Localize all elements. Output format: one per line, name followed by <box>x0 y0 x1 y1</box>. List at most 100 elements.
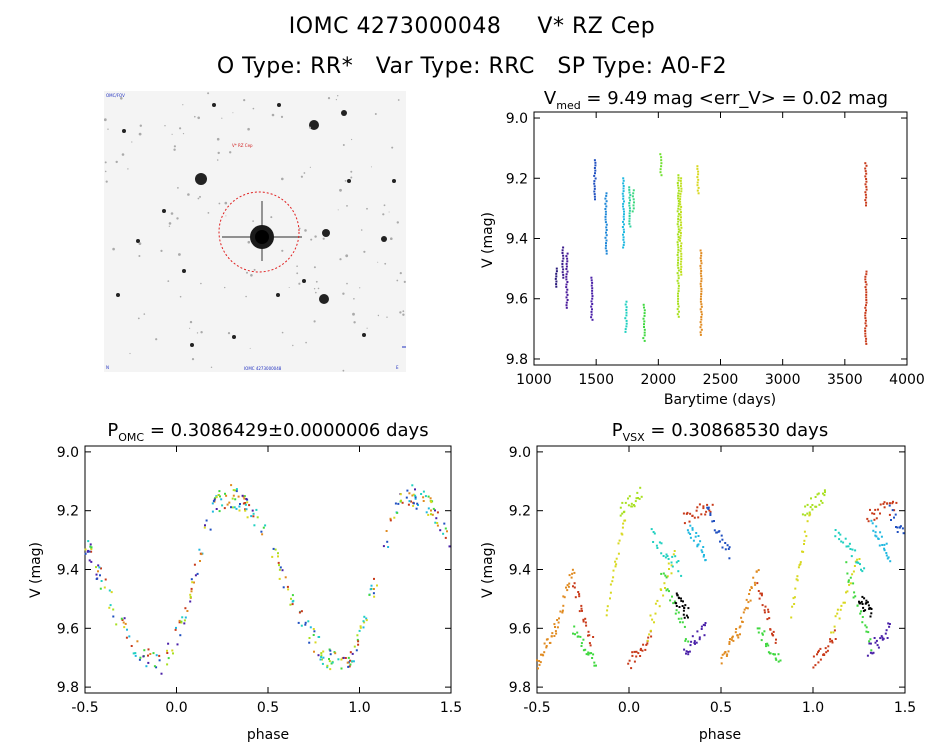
lightcurve-point <box>676 223 679 226</box>
lightcurve-point <box>605 239 608 242</box>
phase-vsx-point <box>852 570 855 573</box>
phase-vsx-point <box>646 639 649 642</box>
phase-vsx-point <box>871 522 874 525</box>
phase-omc-point <box>365 617 368 620</box>
lightcurve-point <box>677 238 680 241</box>
sky-faint-star <box>253 268 256 271</box>
lightcurve-point <box>622 202 625 205</box>
phase-vsx-point <box>667 558 670 560</box>
phase-vsx-point <box>882 502 885 505</box>
phase-vsx-point <box>689 524 692 527</box>
phase-vsx-point <box>637 497 639 499</box>
phase-vsx-point <box>720 656 723 659</box>
sky-faint-star <box>170 212 174 215</box>
phase-vsx-point <box>577 591 580 593</box>
phase-omc-point <box>277 561 280 564</box>
phase-omc-point <box>205 519 208 522</box>
phase-vsx-point <box>777 653 780 656</box>
sky-faint-star <box>176 217 179 220</box>
phase-vsx-point <box>537 667 539 670</box>
phase-vsx-point <box>865 599 868 602</box>
lightcurve-point <box>864 306 867 309</box>
phase-omc-point <box>149 653 152 655</box>
lightcurve-point <box>699 333 702 336</box>
lightcurve-point <box>680 190 683 193</box>
phase-vsx-point <box>823 494 826 497</box>
sky-faint-star <box>304 229 307 232</box>
phase-vsx-point <box>705 510 708 513</box>
lightcurve-point <box>604 221 607 224</box>
lightcurve-point <box>700 287 703 290</box>
phase-omc-point <box>435 517 438 520</box>
phase-vsx-point <box>845 561 848 564</box>
phase-vsx-point <box>642 643 645 646</box>
lightcurve-point <box>679 224 682 227</box>
sky-faint-star <box>191 358 195 361</box>
lightcurve-point <box>865 288 868 291</box>
phase-vsx-point <box>680 617 683 620</box>
lightcurve-point <box>565 283 568 286</box>
phase-vsx-point <box>650 635 653 638</box>
phase-vsx-point <box>593 664 596 667</box>
phase-vsx-point <box>538 660 541 662</box>
phase-omc-point <box>321 662 324 665</box>
phase-vsx-point <box>606 609 609 612</box>
lightcurve-point <box>865 291 868 294</box>
lightcurve-title: Vmed = 9.49 mag <err_V> = 0.02 mag <box>544 88 888 112</box>
sky-faint-star <box>353 321 356 324</box>
phase-vsx-point <box>686 529 689 532</box>
phase-vsx-point <box>817 492 820 495</box>
lightcurve-point <box>628 186 631 189</box>
phase-vsx-point <box>697 543 700 546</box>
phase-omc-point <box>312 634 315 636</box>
sky-faint-star <box>322 237 325 240</box>
phase-omc-point <box>186 610 189 612</box>
lightcurve-point <box>677 256 680 259</box>
phase-vsx-point <box>887 556 890 559</box>
phase-vsx-point <box>727 548 730 550</box>
phase-omc-point <box>153 665 156 668</box>
sky-star <box>116 293 120 297</box>
sky-faint-star <box>179 127 182 130</box>
x-tick-label: 0.0 <box>618 700 640 716</box>
lightcurve-point <box>622 246 625 249</box>
phase-vsx-point <box>574 596 577 599</box>
sky-faint-star <box>315 291 317 294</box>
phase-omc-point <box>352 660 355 663</box>
lightcurve-point <box>632 207 635 210</box>
phase-vsx-point <box>745 598 748 601</box>
phase-vsx-point <box>847 579 850 582</box>
lightcurve-point <box>591 289 594 292</box>
lightcurve-point <box>677 184 679 187</box>
lightcurve-point <box>864 322 867 325</box>
phase-vsx-point <box>849 548 852 550</box>
phase-vsx-point <box>832 631 835 634</box>
lightcurve-point <box>605 252 608 255</box>
sky-faint-star <box>200 331 203 334</box>
phase-vsx-point <box>797 566 800 569</box>
lightcurve-point <box>622 190 625 193</box>
phase-vsx-point <box>649 614 652 617</box>
phase-vsx-point <box>675 592 678 595</box>
sky-faint-star <box>350 176 353 179</box>
phase-vsx-point <box>543 651 546 654</box>
phase-omc-point <box>84 552 87 555</box>
phase-omc-point <box>424 495 427 498</box>
lightcurve-point <box>594 177 597 180</box>
phase-vsx-point <box>879 503 882 506</box>
phase-omc-point <box>309 626 312 629</box>
lightcurve-point <box>604 208 607 210</box>
lightcurve-point <box>700 252 703 255</box>
sky-faint-star <box>160 249 163 252</box>
lightcurve-point <box>594 161 597 164</box>
phase-omc-point <box>411 494 414 497</box>
phase-vsx-point <box>675 609 678 612</box>
lightcurve-point <box>680 255 683 258</box>
phase-omc-point <box>422 500 425 502</box>
sky-faint-star <box>194 115 196 118</box>
sky-faint-star <box>129 352 131 355</box>
lightcurve-point <box>565 268 568 270</box>
sky-image: OMC/FOV V* RZ Cep IOMC 4273000048 N E <box>104 91 406 372</box>
phase-omc-point <box>183 622 186 625</box>
lightcurve-point <box>677 207 680 210</box>
